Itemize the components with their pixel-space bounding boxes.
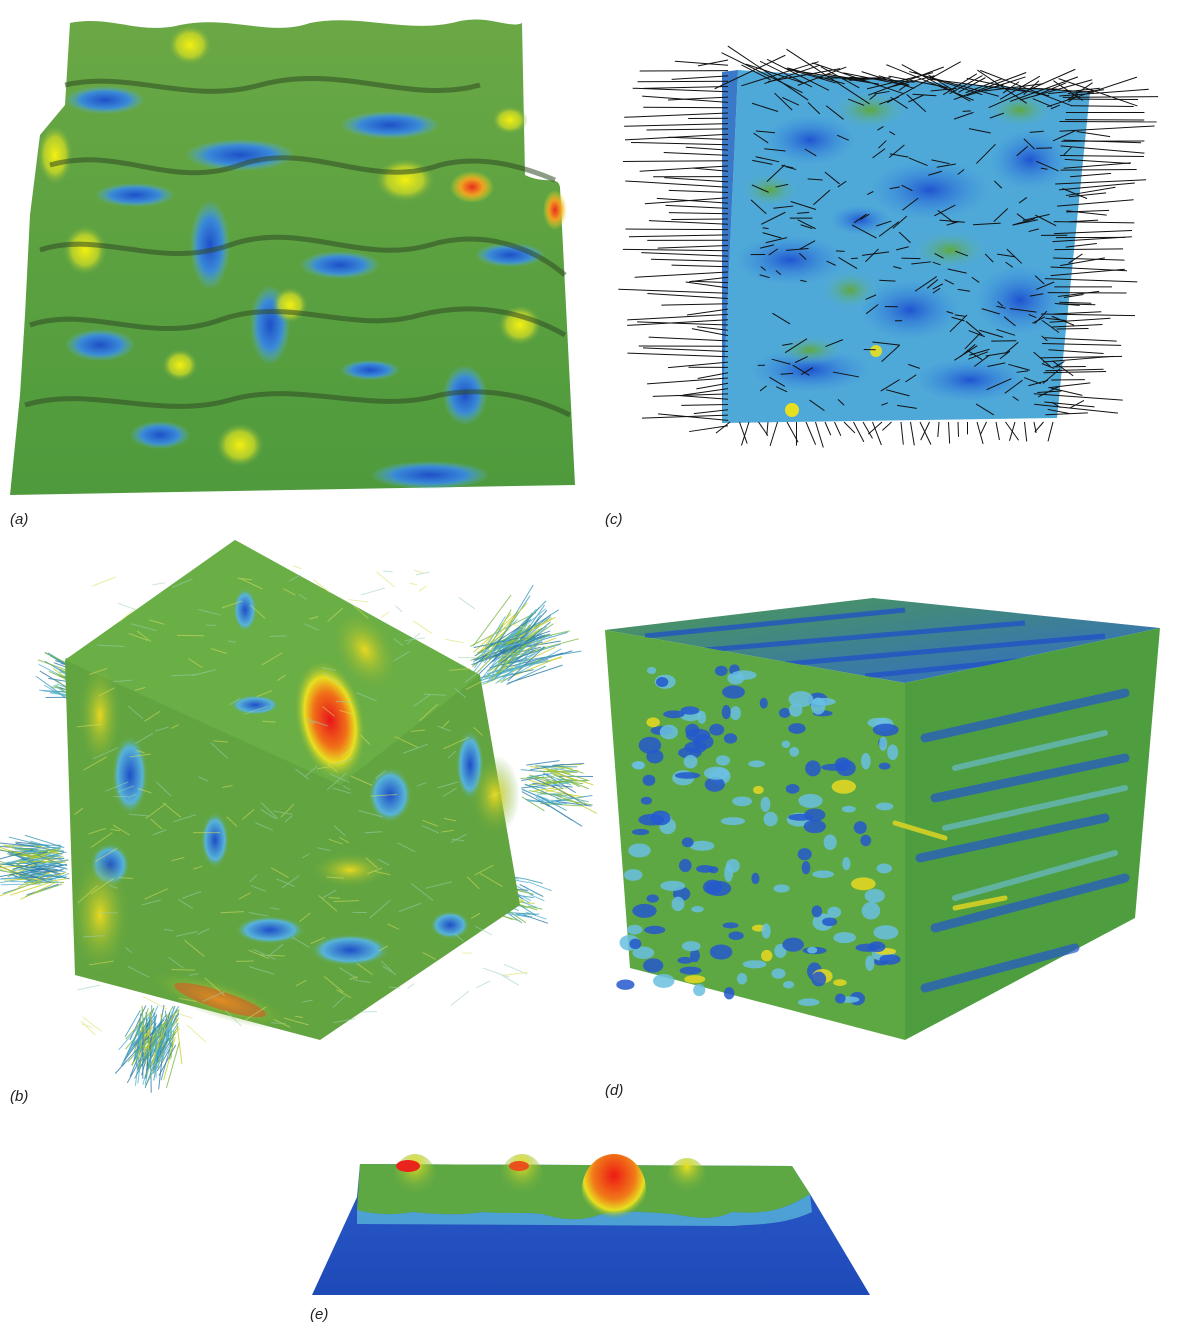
panel-c-needles bbox=[610, 45, 1170, 450]
streak-fringe bbox=[0, 584, 598, 1093]
mottle-left bbox=[616, 664, 901, 1007]
needle-field bbox=[618, 45, 1159, 448]
streak-overlay bbox=[74, 565, 529, 1043]
needle-render-c bbox=[618, 45, 1159, 448]
panel-c-label: (c) bbox=[605, 511, 623, 528]
slab-render-e bbox=[312, 1154, 870, 1295]
panel-d-label: (d) bbox=[605, 1082, 624, 1099]
cube-render-b bbox=[0, 540, 598, 1093]
panel-b-cube bbox=[0, 535, 598, 1093]
panel-e-slab bbox=[312, 1152, 872, 1298]
surface-render-a bbox=[10, 19, 575, 495]
panel-a-label: (a) bbox=[10, 511, 29, 528]
panel-b-label: (b) bbox=[10, 1088, 29, 1105]
cube-render-d bbox=[605, 598, 1160, 1040]
panel-a-surface bbox=[10, 15, 575, 500]
panel-e-label: (e) bbox=[310, 1306, 329, 1323]
panel-d-cube bbox=[605, 598, 1165, 1040]
